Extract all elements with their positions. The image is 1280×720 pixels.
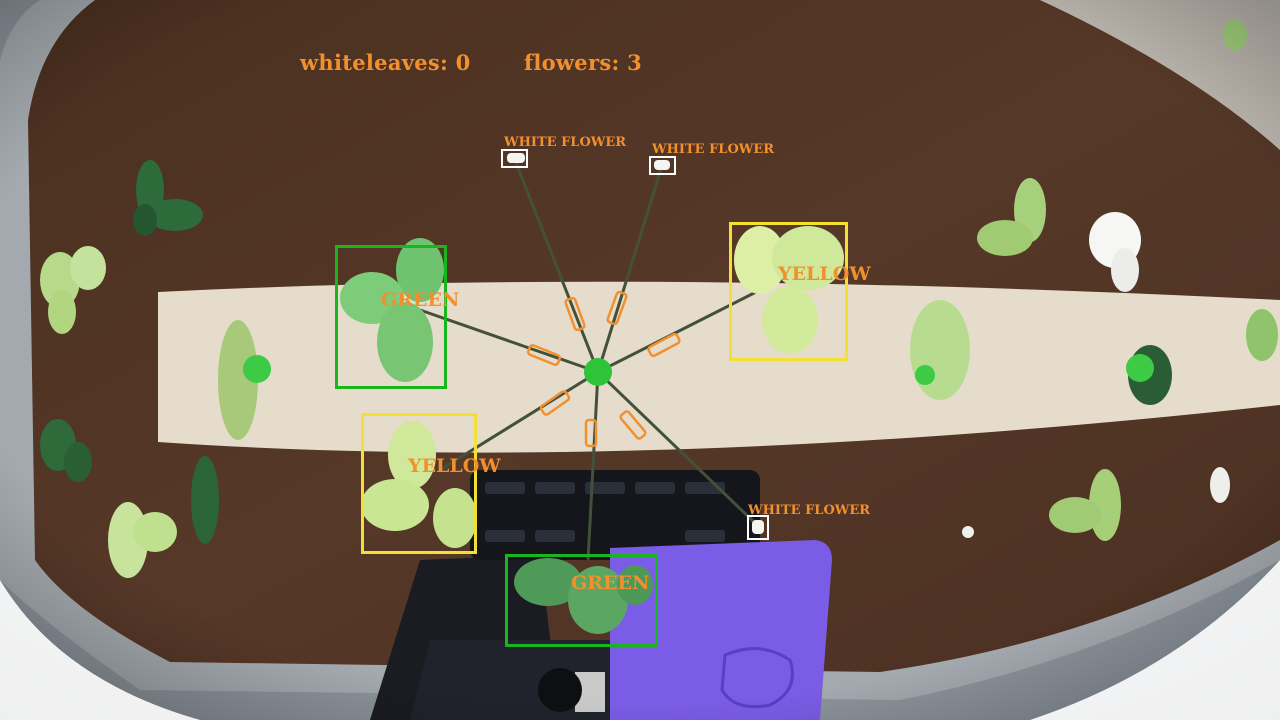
detection-box-yellow	[361, 413, 477, 554]
detection-box-green	[505, 554, 658, 647]
detection-label: YELLOW	[408, 455, 501, 477]
detection-box-white-flower	[501, 149, 528, 168]
detection-box-white-flower	[649, 156, 676, 175]
detection-box-green	[335, 245, 447, 389]
detection-box-yellow	[729, 222, 848, 361]
whiteleaves-counter: whiteleaves: 0	[300, 50, 471, 75]
detection-label: WHITE FLOWER	[504, 135, 627, 150]
detection-label: YELLOW	[778, 263, 871, 285]
flowers-counter: flowers: 3	[524, 50, 643, 75]
detection-label: WHITE FLOWER	[652, 142, 775, 157]
detection-label: WHITE FLOWER	[748, 503, 871, 518]
detection-box-white-flower	[747, 515, 769, 540]
detection-label: GREEN	[381, 289, 460, 311]
detection-label: GREEN	[571, 572, 650, 594]
